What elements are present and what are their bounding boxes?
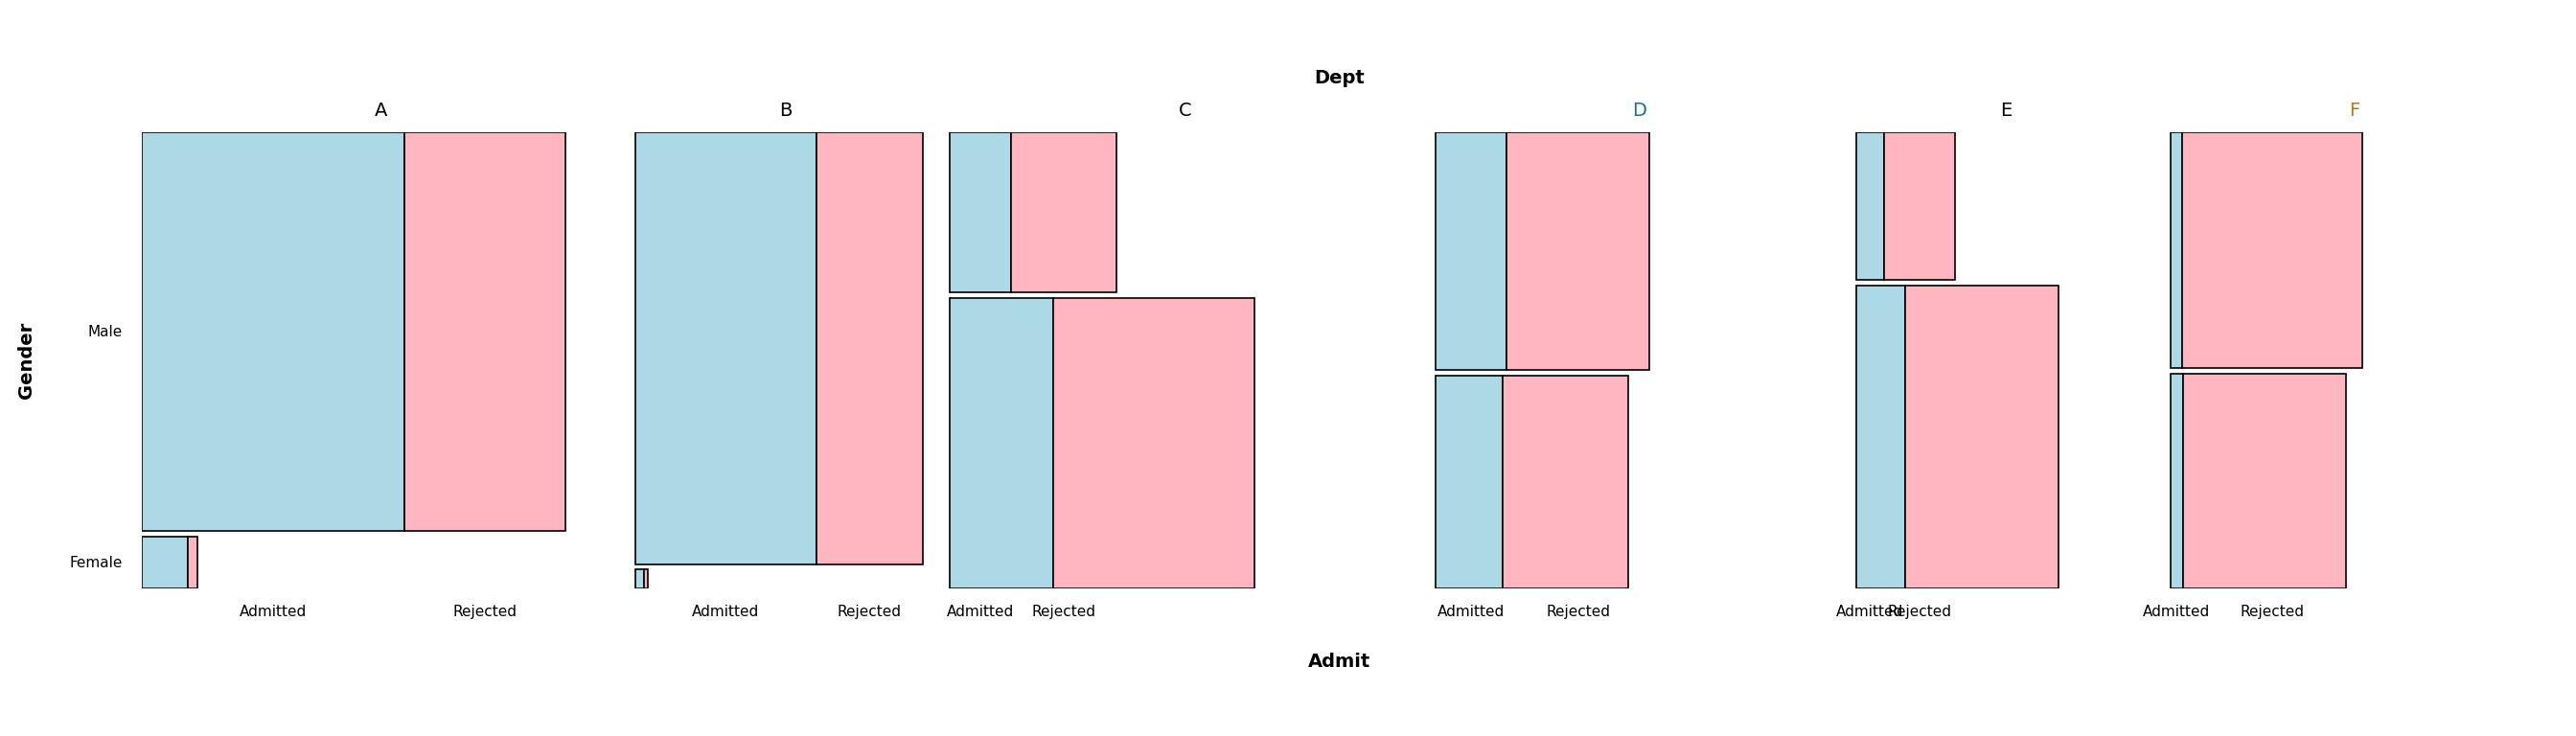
Bar bbox=[404, 132, 564, 531]
Text: Rejected: Rejected bbox=[837, 605, 902, 619]
Bar bbox=[1904, 286, 2058, 589]
Text: Admitted: Admitted bbox=[240, 605, 307, 619]
Bar bbox=[1435, 375, 1502, 589]
Text: Admit: Admit bbox=[1309, 653, 1370, 671]
Text: C: C bbox=[1180, 102, 1193, 120]
Text: A: A bbox=[374, 102, 386, 120]
Bar bbox=[1857, 132, 1883, 280]
Text: Admitted: Admitted bbox=[948, 605, 1015, 619]
Bar bbox=[1502, 375, 1628, 589]
Text: D: D bbox=[1631, 102, 1646, 120]
Bar bbox=[636, 570, 644, 589]
Text: F: F bbox=[2349, 102, 2360, 120]
Bar bbox=[644, 570, 649, 589]
Text: Admitted: Admitted bbox=[2143, 605, 2210, 619]
Bar bbox=[142, 537, 188, 589]
Bar bbox=[2182, 132, 2362, 368]
Bar bbox=[636, 132, 817, 564]
Bar bbox=[1857, 286, 1904, 589]
Text: Dept: Dept bbox=[1314, 68, 1365, 87]
Text: Gender: Gender bbox=[18, 322, 36, 399]
Bar bbox=[817, 132, 922, 564]
Text: Admitted: Admitted bbox=[1437, 605, 1504, 619]
Text: Male: Male bbox=[88, 325, 124, 339]
Bar bbox=[2182, 373, 2347, 589]
Bar bbox=[2172, 132, 2182, 368]
Text: E: E bbox=[2002, 102, 2012, 120]
Text: Rejected: Rejected bbox=[2241, 605, 2306, 619]
Bar bbox=[1883, 132, 1955, 280]
Text: Rejected: Rejected bbox=[1033, 605, 1097, 619]
Bar bbox=[951, 297, 1054, 589]
Bar bbox=[951, 132, 1012, 292]
Bar bbox=[2172, 373, 2182, 589]
Text: Admitted: Admitted bbox=[693, 605, 760, 619]
Bar bbox=[1435, 132, 1507, 370]
Text: Rejected: Rejected bbox=[1888, 605, 1950, 619]
Text: B: B bbox=[778, 102, 791, 120]
Bar bbox=[1054, 297, 1255, 589]
Bar bbox=[142, 132, 404, 531]
Bar bbox=[188, 537, 198, 589]
Bar bbox=[1012, 132, 1115, 292]
Text: Rejected: Rejected bbox=[453, 605, 518, 619]
Text: Female: Female bbox=[70, 556, 124, 570]
Text: Rejected: Rejected bbox=[1546, 605, 1610, 619]
Bar bbox=[1507, 132, 1649, 370]
Text: Admitted: Admitted bbox=[1837, 605, 1904, 619]
